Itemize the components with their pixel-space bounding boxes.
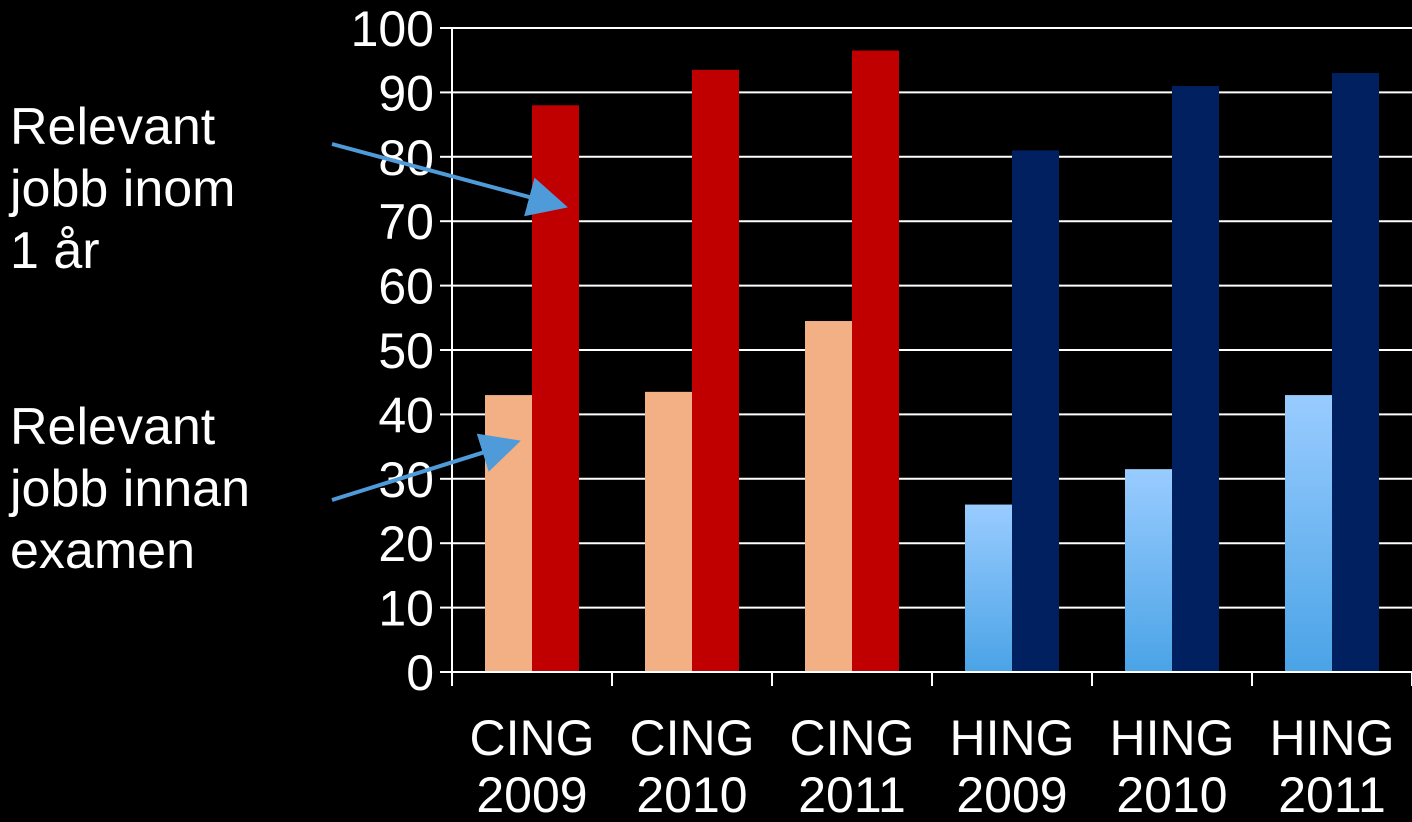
bars [485, 50, 1379, 673]
x-tick-label: 2010 [1116, 767, 1227, 822]
y-tick-label: 70 [378, 194, 434, 250]
x-tick-label: CING [470, 710, 595, 766]
annotation-line: Relevant [10, 398, 216, 456]
y-tick-label: 0 [406, 645, 434, 701]
y-tick-label: 40 [378, 387, 434, 443]
bar-before-graduation [965, 504, 1012, 672]
bar-before-graduation [645, 391, 692, 672]
annotation-line: jobb inom [10, 160, 236, 218]
annotation-arrow [331, 433, 521, 502]
bar-before-graduation [485, 395, 532, 672]
bar-within-one-year [532, 105, 579, 672]
x-tick-label: HING [1270, 710, 1395, 766]
x-tick-label: CING [630, 710, 755, 766]
bar-within-one-year [1172, 85, 1219, 672]
annotation-arrow [331, 142, 568, 217]
y-tick-label: 50 [378, 323, 434, 379]
y-tick-label: 100 [351, 1, 434, 57]
y-tick-label: 10 [378, 581, 434, 637]
gridlines [452, 27, 1412, 609]
annotation-arrows [331, 142, 568, 502]
x-tick-label: 2009 [476, 767, 587, 822]
annotation-before-graduation: Relevant jobb innan examen [10, 396, 250, 582]
x-tick-label: HING [950, 710, 1075, 766]
bar-within-one-year [1012, 150, 1059, 673]
annotation-line: 1 år [10, 222, 100, 280]
x-tick-label: 2011 [1278, 767, 1386, 822]
x-tick-label: HING [1110, 710, 1235, 766]
bar-before-graduation [805, 321, 852, 672]
y-tick-label: 60 [378, 259, 434, 315]
y-tick-label: 20 [378, 516, 434, 572]
bar-within-one-year [692, 69, 739, 673]
x-tick-label: CING [790, 710, 915, 766]
annotation-line: jobb innan [10, 460, 250, 518]
y-tick-label: 90 [378, 65, 434, 121]
bar-within-one-year [852, 50, 899, 673]
x-tick-label: 2010 [636, 767, 747, 822]
annotation-line: examen [10, 522, 195, 580]
axes: 0102030405060708090100CING2009CING2010CI… [351, 1, 1412, 822]
x-tick-label: 2009 [956, 767, 1067, 822]
annotation-within-one-year: Relevant jobb inom 1 år [10, 96, 235, 282]
bar-within-one-year [1332, 73, 1379, 672]
annotation-line: Relevant [10, 98, 216, 156]
bar-before-graduation [1125, 469, 1172, 672]
bar-before-graduation [1285, 395, 1332, 672]
y-tick-label: 30 [378, 452, 434, 508]
x-tick-label: 2011 [798, 767, 906, 822]
